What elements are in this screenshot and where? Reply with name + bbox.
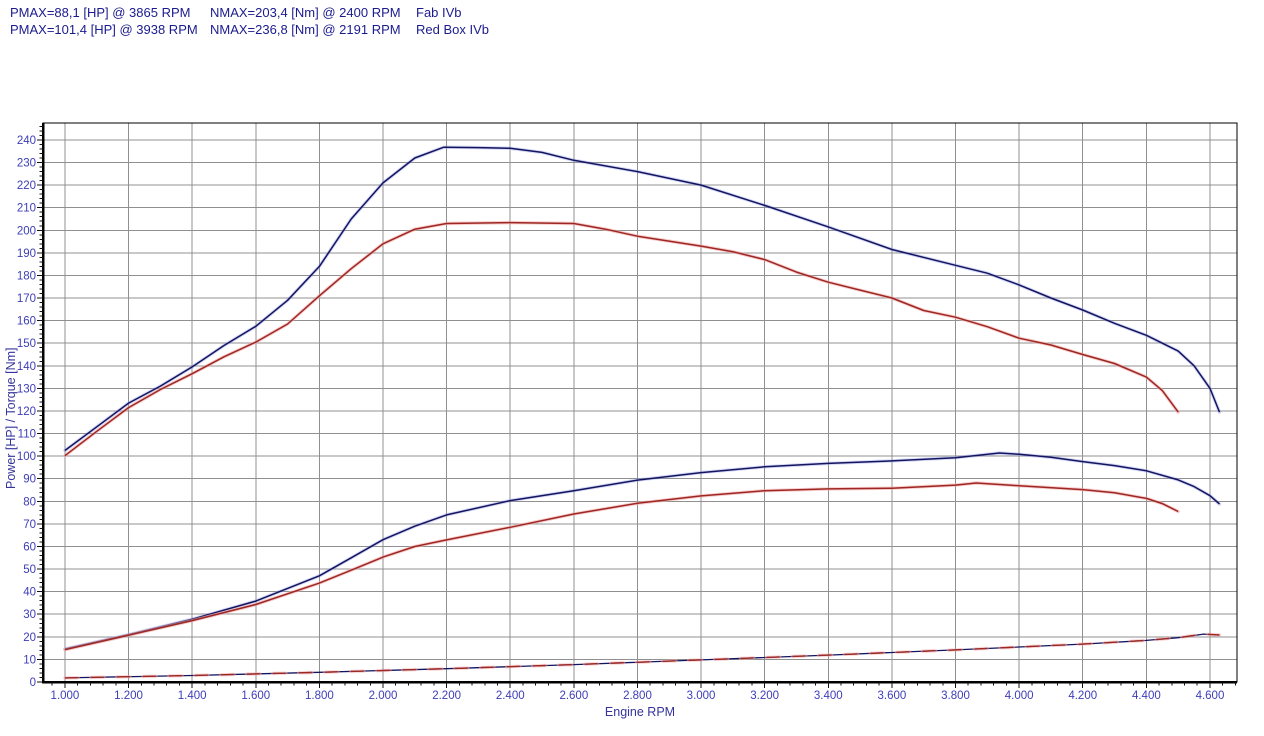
svg-text:3.600: 3.600 <box>878 690 907 702</box>
run-summary: PMAX=88,1 [HP] @ 3865 RPM NMAX=203,4 [Nm… <box>10 4 489 38</box>
svg-text:240: 240 <box>17 135 36 147</box>
svg-text:120: 120 <box>17 406 36 418</box>
svg-text:90: 90 <box>23 474 36 486</box>
svg-text:2.200: 2.200 <box>432 690 461 702</box>
svg-text:1.600: 1.600 <box>241 690 270 702</box>
run-summary-line-fab: PMAX=88,1 [HP] @ 3865 RPM NMAX=203,4 [Nm… <box>10 4 489 21</box>
nmax-value-fab: NMAX=203,4 [Nm] @ 2400 RPM <box>210 5 401 20</box>
svg-text:3.200: 3.200 <box>750 690 779 702</box>
svg-text:1.400: 1.400 <box>178 690 207 702</box>
svg-text:210: 210 <box>17 203 36 215</box>
svg-text:2.600: 2.600 <box>559 690 588 702</box>
svg-text:30: 30 <box>23 609 36 621</box>
svg-text:170: 170 <box>17 293 36 305</box>
svg-text:220: 220 <box>17 180 36 192</box>
svg-text:100: 100 <box>17 451 36 463</box>
curve-power-fab-ivb <box>63 481 1180 652</box>
x-axis-title: Engine RPM <box>604 705 676 719</box>
svg-text:3.000: 3.000 <box>687 690 716 702</box>
svg-text:230: 230 <box>17 158 36 170</box>
gridlines <box>43 123 1237 682</box>
y-axis-ticks <box>37 125 43 683</box>
svg-text:0: 0 <box>30 677 36 689</box>
svg-text:1.200: 1.200 <box>114 690 143 702</box>
curve-torque-fab-ivb <box>63 220 1180 458</box>
svg-text:4.200: 4.200 <box>1068 690 1097 702</box>
x-tick-labels: 1.000 1.200 1.400 1.600 1.800 2.000 2.200 2.400… <box>51 690 1225 702</box>
svg-text:130: 130 <box>17 383 36 395</box>
pmax-value-redbox: PMAX=101,4 [HP] @ 3938 RPM <box>10 22 198 37</box>
svg-text:4.400: 4.400 <box>1132 690 1161 702</box>
svg-text:1.000: 1.000 <box>51 690 80 702</box>
svg-text:1.800: 1.800 <box>305 690 334 702</box>
svg-text:4.000: 4.000 <box>1005 690 1034 702</box>
svg-text:10: 10 <box>23 654 36 666</box>
svg-text:180: 180 <box>17 270 36 282</box>
x-axis-ticks <box>51 682 1236 688</box>
run-label-redbox: Red Box IVb <box>416 22 489 37</box>
run-label-fab: Fab IVb <box>416 5 462 20</box>
curves <box>63 145 1222 680</box>
svg-text:2.000: 2.000 <box>369 690 398 702</box>
svg-text:3.400: 3.400 <box>814 690 843 702</box>
curve-torque-red-box-ivb <box>63 145 1222 453</box>
svg-text:2.400: 2.400 <box>496 690 525 702</box>
svg-text:160: 160 <box>17 316 36 328</box>
svg-text:200: 200 <box>17 225 36 237</box>
curve-baseline-fab-ivb <box>63 632 1222 680</box>
svg-text:60: 60 <box>23 541 36 553</box>
pmax-value-fab: PMAX=88,1 [HP] @ 3865 RPM <box>10 5 191 20</box>
svg-text:20: 20 <box>23 632 36 644</box>
axes <box>41 122 1238 684</box>
y-axis-title: Power [HP] / Torque [Nm] <box>4 347 18 490</box>
svg-text:70: 70 <box>23 519 36 531</box>
nmax-value-redbox: NMAX=236,8 [Nm] @ 2191 RPM <box>210 22 401 37</box>
svg-text:80: 80 <box>23 496 36 508</box>
svg-text:3.800: 3.800 <box>941 690 970 702</box>
svg-text:4.600: 4.600 <box>1196 690 1225 702</box>
svg-text:50: 50 <box>23 564 36 576</box>
svg-text:190: 190 <box>17 248 36 260</box>
curve-power-red-box-ivb <box>63 451 1222 651</box>
svg-text:2.800: 2.800 <box>623 690 652 702</box>
svg-text:110: 110 <box>18 429 36 441</box>
svg-text:40: 40 <box>23 587 36 599</box>
svg-text:140: 140 <box>17 361 36 373</box>
run-summary-line-redbox: PMAX=101,4 [HP] @ 3938 RPM NMAX=236,8 [N… <box>10 21 489 38</box>
y-tick-labels: 0 10 20 30 40 50 60 70 80 90 100 110 120 130 140 150 160… <box>17 135 36 689</box>
svg-text:150: 150 <box>17 338 36 350</box>
curve-baseline-red-box-ivb <box>64 633 1220 679</box>
